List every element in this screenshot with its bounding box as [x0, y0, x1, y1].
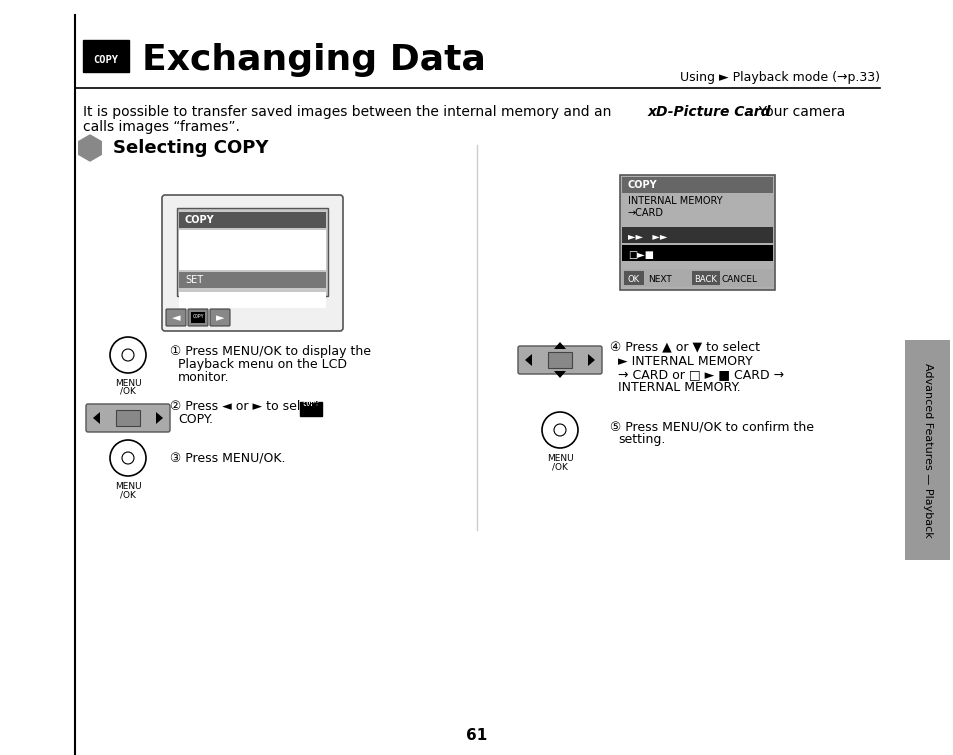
Text: ⑤ Press MENU/OK to confirm the: ⑤ Press MENU/OK to confirm the	[609, 420, 813, 433]
Polygon shape	[79, 135, 101, 161]
FancyBboxPatch shape	[621, 227, 772, 243]
Text: INTERNAL MEMORY: INTERNAL MEMORY	[627, 196, 721, 206]
FancyBboxPatch shape	[619, 175, 774, 290]
Circle shape	[122, 452, 133, 464]
Text: ① Press MENU/OK to display the: ① Press MENU/OK to display the	[170, 345, 371, 358]
Text: SET: SET	[185, 275, 203, 285]
Text: NEXT: NEXT	[647, 275, 671, 283]
Text: BACK: BACK	[694, 275, 717, 283]
Text: calls images “frames”.: calls images “frames”.	[83, 120, 239, 134]
Text: ③ Press MENU/OK.: ③ Press MENU/OK.	[170, 453, 285, 466]
Text: MENU: MENU	[114, 482, 141, 491]
Text: → CARD or □ ► ■ CARD →: → CARD or □ ► ■ CARD →	[618, 368, 783, 381]
Text: CANCEL: CANCEL	[721, 275, 758, 283]
Circle shape	[110, 440, 146, 476]
FancyBboxPatch shape	[191, 312, 205, 323]
FancyBboxPatch shape	[162, 195, 343, 331]
Text: MENU: MENU	[114, 379, 141, 388]
Text: 61: 61	[466, 728, 487, 742]
Text: MENU: MENU	[546, 454, 573, 463]
Polygon shape	[554, 371, 565, 378]
Text: ② Press ◄ or ► to select: ② Press ◄ or ► to select	[170, 400, 319, 413]
Text: COPY: COPY	[185, 215, 214, 225]
FancyBboxPatch shape	[179, 230, 326, 270]
Text: ►►   ►►: ►► ►►	[627, 232, 667, 242]
Text: COPY: COPY	[193, 315, 204, 319]
FancyBboxPatch shape	[547, 352, 572, 368]
FancyBboxPatch shape	[299, 402, 322, 416]
Text: /OK: /OK	[120, 387, 135, 396]
Polygon shape	[156, 412, 163, 424]
Text: ④ Press ▲ or ▼ to select: ④ Press ▲ or ▼ to select	[609, 340, 760, 353]
Circle shape	[541, 412, 578, 448]
Circle shape	[554, 424, 565, 436]
FancyBboxPatch shape	[188, 309, 208, 326]
FancyBboxPatch shape	[623, 271, 643, 285]
FancyBboxPatch shape	[116, 410, 140, 426]
Text: Selecting COPY: Selecting COPY	[112, 139, 268, 157]
Text: →CARD: →CARD	[627, 208, 663, 218]
Text: xD-Picture Card: xD-Picture Card	[647, 105, 771, 119]
FancyBboxPatch shape	[210, 309, 230, 326]
FancyBboxPatch shape	[166, 309, 186, 326]
Text: ◄: ◄	[172, 313, 180, 323]
Text: COPY: COPY	[627, 180, 657, 190]
Text: Advanced Features — Playback: Advanced Features — Playback	[923, 362, 932, 538]
Text: COPY: COPY	[302, 401, 319, 407]
FancyBboxPatch shape	[621, 245, 772, 261]
Text: monitor.: monitor.	[178, 371, 230, 384]
Polygon shape	[587, 354, 595, 366]
Text: setting.: setting.	[618, 433, 664, 446]
Circle shape	[110, 337, 146, 373]
Text: /OK: /OK	[552, 462, 567, 471]
FancyBboxPatch shape	[621, 269, 772, 287]
FancyBboxPatch shape	[83, 40, 129, 72]
FancyBboxPatch shape	[86, 404, 170, 432]
FancyBboxPatch shape	[904, 340, 949, 560]
FancyBboxPatch shape	[179, 292, 326, 308]
Text: . Your camera: . Your camera	[749, 105, 844, 119]
Text: Exchanging Data: Exchanging Data	[142, 43, 485, 77]
Polygon shape	[92, 412, 100, 424]
Polygon shape	[524, 354, 532, 366]
Polygon shape	[554, 342, 565, 349]
FancyBboxPatch shape	[621, 177, 772, 193]
Circle shape	[122, 349, 133, 361]
Text: /OK: /OK	[120, 490, 135, 499]
Text: Using ► Playback mode (→p.33): Using ► Playback mode (→p.33)	[679, 72, 879, 85]
FancyBboxPatch shape	[177, 208, 328, 296]
Text: ► INTERNAL MEMORY: ► INTERNAL MEMORY	[618, 355, 752, 368]
FancyBboxPatch shape	[179, 272, 326, 288]
FancyBboxPatch shape	[179, 212, 326, 228]
Text: It is possible to transfer saved images between the internal memory and an: It is possible to transfer saved images …	[83, 105, 615, 119]
Text: COPY: COPY	[93, 55, 118, 65]
Text: Playback menu on the LCD: Playback menu on the LCD	[178, 358, 347, 371]
Text: OK: OK	[627, 275, 639, 283]
Text: ►: ►	[215, 313, 224, 323]
FancyBboxPatch shape	[691, 271, 720, 285]
Text: COPY.: COPY.	[178, 413, 213, 426]
Text: □►■: □►■	[627, 250, 654, 260]
Text: INTERNAL MEMORY.: INTERNAL MEMORY.	[618, 381, 740, 394]
FancyBboxPatch shape	[517, 346, 601, 374]
